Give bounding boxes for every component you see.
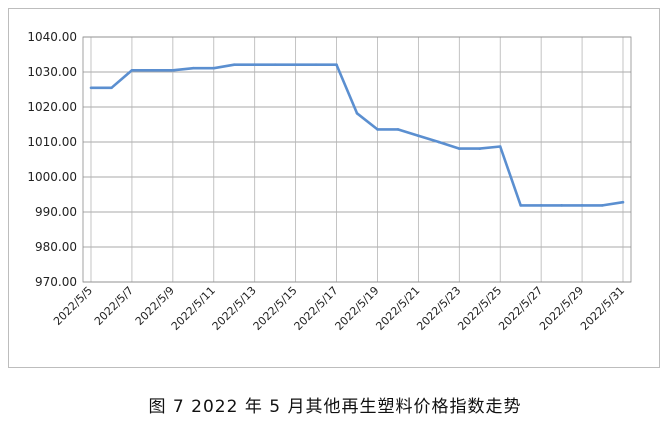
data-point <box>437 140 441 144</box>
line-chart: 970.00 980.00 990.00 1000.00 1010.00 1020.00 1… <box>27 30 632 333</box>
data-point <box>253 63 256 66</box>
data-point <box>396 128 400 131</box>
data-point <box>212 66 216 70</box>
data-point <box>171 68 175 72</box>
y-tick-label: 1010.00 <box>27 135 77 149</box>
y-tick-label: 1020.00 <box>27 100 77 114</box>
data-point <box>580 204 584 207</box>
x-tick-label: 2022/5/31 <box>578 284 627 333</box>
gridlines <box>82 36 632 283</box>
data-point <box>335 63 338 66</box>
data-point <box>110 86 113 90</box>
figure-caption: 图 7 2022 年 5 月其他再生塑料价格指数走势 <box>148 397 522 417</box>
data-point <box>539 204 543 207</box>
data-point <box>621 200 625 204</box>
y-tick-label: 990.00 <box>35 205 77 219</box>
data-point <box>560 204 563 207</box>
x-axis-ticks: 2022/5/52022/5/72022/5/92022/5/112022/5/… <box>51 284 627 333</box>
data-point <box>273 63 277 66</box>
data-point <box>294 63 297 66</box>
data-point <box>519 204 522 207</box>
data-point <box>314 63 318 66</box>
y-tick-label: 1040.00 <box>27 30 77 44</box>
plot-area-border <box>82 36 632 283</box>
data-point <box>498 145 502 148</box>
x-tick-label: 2022/5/5 <box>51 284 95 328</box>
data-point <box>192 66 195 70</box>
series-line <box>91 63 624 207</box>
y-tick-label: 980.00 <box>35 240 77 254</box>
data-point <box>458 147 461 150</box>
data-point <box>478 147 482 150</box>
data-point <box>232 63 236 66</box>
data-point <box>376 128 379 131</box>
data-point <box>89 86 93 90</box>
y-axis-ticks: 970.00 980.00 990.00 1000.00 1010.00 1020.00 1… <box>27 30 77 289</box>
data-point <box>601 204 604 207</box>
y-tick-label: 1030.00 <box>27 65 77 79</box>
x-tick-label: 2022/5/7 <box>92 284 136 328</box>
y-tick-label: 970.00 <box>35 275 77 289</box>
chart-frame: 970.00 980.00 990.00 1000.00 1010.00 1020.00 1… <box>8 8 660 368</box>
data-point <box>417 134 420 137</box>
series-lines <box>89 63 625 207</box>
data-point <box>130 68 134 72</box>
y-tick-label: 1000.00 <box>27 170 77 184</box>
data-point <box>151 68 154 72</box>
data-point <box>355 112 359 115</box>
